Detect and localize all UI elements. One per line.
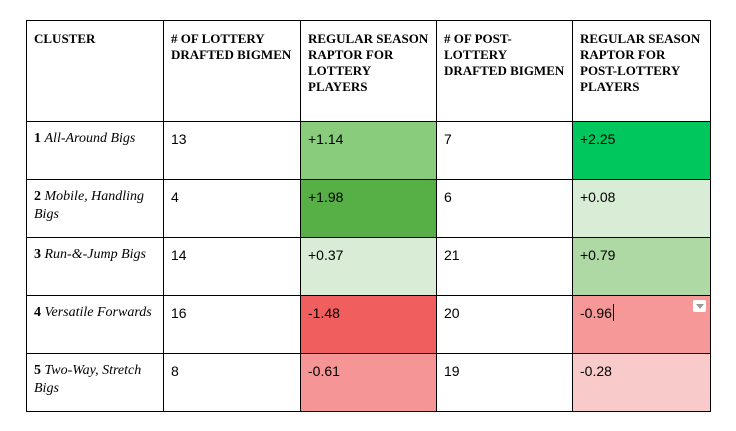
cluster-name: Two-Way, Stretch Bigs xyxy=(34,363,142,396)
post-lottery-count-cell[interactable]: 21 xyxy=(436,237,573,296)
cluster-cell[interactable]: 5 Two-Way, Stretch Bigs xyxy=(26,353,164,412)
cluster-cell[interactable]: 3 Run-&-Jump Bigs xyxy=(26,237,164,296)
table-row: 3 Run-&-Jump Bigs 14 +0.37 21 +0.79 xyxy=(26,237,711,296)
chevron-down-icon[interactable] xyxy=(693,300,706,312)
lottery-raptor-cell[interactable]: -1.48 xyxy=(300,295,437,354)
cluster-name: Mobile, Handling Bigs xyxy=(34,189,145,222)
table-row: 4 Versatile Forwards 16 -1.48 20 -0.96 xyxy=(26,295,711,354)
text-caret xyxy=(612,304,614,321)
lottery-raptor-cell[interactable]: +1.14 xyxy=(300,121,437,180)
header-post-lottery-count[interactable]: # OF POST-LOTTERY DRAFTED BIGMEN xyxy=(436,20,573,122)
cluster-number: 4 xyxy=(34,305,41,320)
cluster-name: Versatile Forwards xyxy=(44,305,152,320)
post-lottery-count-cell[interactable]: 19 xyxy=(436,353,573,412)
lottery-raptor-cell[interactable]: +0.37 xyxy=(300,237,437,296)
header-lottery-raptor[interactable]: REGULAR SEASON RAPTOR FOR LOTTERY PLAYER… xyxy=(300,20,437,122)
post-lottery-count-cell[interactable]: 7 xyxy=(436,121,573,180)
post-lottery-raptor-cell[interactable]: -0.28 xyxy=(572,353,711,412)
cluster-cell[interactable]: 1 All-Around Bigs xyxy=(26,121,164,180)
cluster-name: Run-&-Jump Bigs xyxy=(44,247,146,262)
cluster-name: All-Around Bigs xyxy=(44,131,136,146)
header-post-lottery-raptor[interactable]: REGULAR SEASON RAPTOR FOR POST-LOTTERY P… xyxy=(572,20,711,122)
lottery-count-cell[interactable]: 4 xyxy=(163,179,301,238)
cluster-number: 2 xyxy=(34,189,41,204)
post-lottery-count-cell[interactable]: 6 xyxy=(436,179,573,238)
cluster-number: 1 xyxy=(34,131,41,146)
post-lottery-raptor-cell[interactable]: +2.25 xyxy=(572,121,711,180)
post-lottery-raptor-cell[interactable]: +0.79 xyxy=(572,237,711,296)
table-row: 1 All-Around Bigs 13 +1.14 7 +2.25 xyxy=(26,121,711,180)
post-lottery-raptor-cell-active[interactable]: -0.96 xyxy=(572,295,711,354)
cluster-cell[interactable]: 4 Versatile Forwards xyxy=(26,295,164,354)
lottery-count-cell[interactable]: 14 xyxy=(163,237,301,296)
table-row: 2 Mobile, Handling Bigs 4 +1.98 6 +0.08 xyxy=(26,179,711,238)
lottery-count-cell[interactable]: 8 xyxy=(163,353,301,412)
cluster-number: 3 xyxy=(34,247,41,262)
header-lottery-count[interactable]: # OF LOTTERY DRAFTED BIGMEN xyxy=(163,20,301,122)
table-row: 5 Two-Way, Stretch Bigs 8 -0.61 19 -0.28 xyxy=(26,353,711,412)
cluster-raptor-table: CLUSTER # OF LOTTERY DRAFTED BIGMEN REGU… xyxy=(26,20,711,412)
lottery-count-cell[interactable]: 16 xyxy=(163,295,301,354)
lottery-raptor-cell[interactable]: -0.61 xyxy=(300,353,437,412)
header-cluster[interactable]: CLUSTER xyxy=(26,20,164,122)
lottery-count-cell[interactable]: 13 xyxy=(163,121,301,180)
lottery-raptor-cell[interactable]: +1.98 xyxy=(300,179,437,238)
post-lottery-count-cell[interactable]: 20 xyxy=(436,295,573,354)
cluster-number: 5 xyxy=(34,363,41,378)
header-row: CLUSTER # OF LOTTERY DRAFTED BIGMEN REGU… xyxy=(26,20,711,122)
cluster-cell[interactable]: 2 Mobile, Handling Bigs xyxy=(26,179,164,238)
post-lottery-raptor-cell[interactable]: +0.08 xyxy=(572,179,711,238)
cell-value: -0.96 xyxy=(580,305,612,321)
